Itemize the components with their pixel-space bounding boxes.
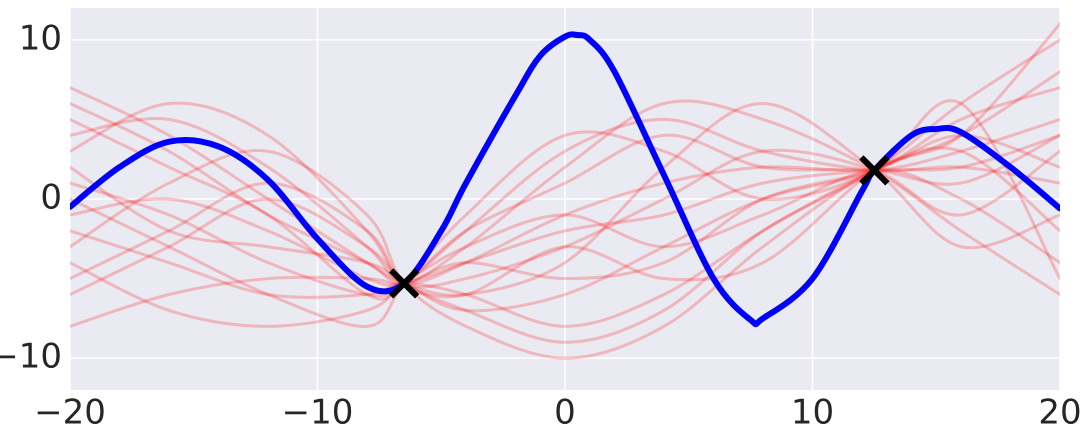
x-tick-label: −20 [34,393,106,433]
y-tick-label: 0 [40,178,62,218]
sample-line [70,133,1060,328]
y-tick-label: −10 [0,337,62,377]
x-tick-label: 20 [1038,393,1081,433]
sample-line [70,117,1060,301]
plot [70,22,1060,360]
y-tick-label: 10 [19,18,62,58]
labels: −10 0 10 −20 −10 0 10 20 [0,18,1082,432]
x-tick-label: −10 [282,393,354,433]
sample-line [70,117,1060,298]
sample-line [70,86,1060,297]
x-tick-label: 10 [791,393,834,433]
sample-line [70,22,1060,299]
sample-line [70,86,1060,313]
x-tick-label: 0 [554,393,576,433]
sample-line [70,133,1060,287]
observation-marker [859,155,890,186]
sample-line [70,99,1060,328]
sample-line [70,168,1060,328]
sample-line [70,117,1060,286]
observation-marker [389,268,420,299]
sample-line [70,101,1060,289]
sample-line [70,38,1060,344]
sample-line [70,70,1060,328]
sample-line [70,146,1060,360]
sample-line [70,99,1060,296]
